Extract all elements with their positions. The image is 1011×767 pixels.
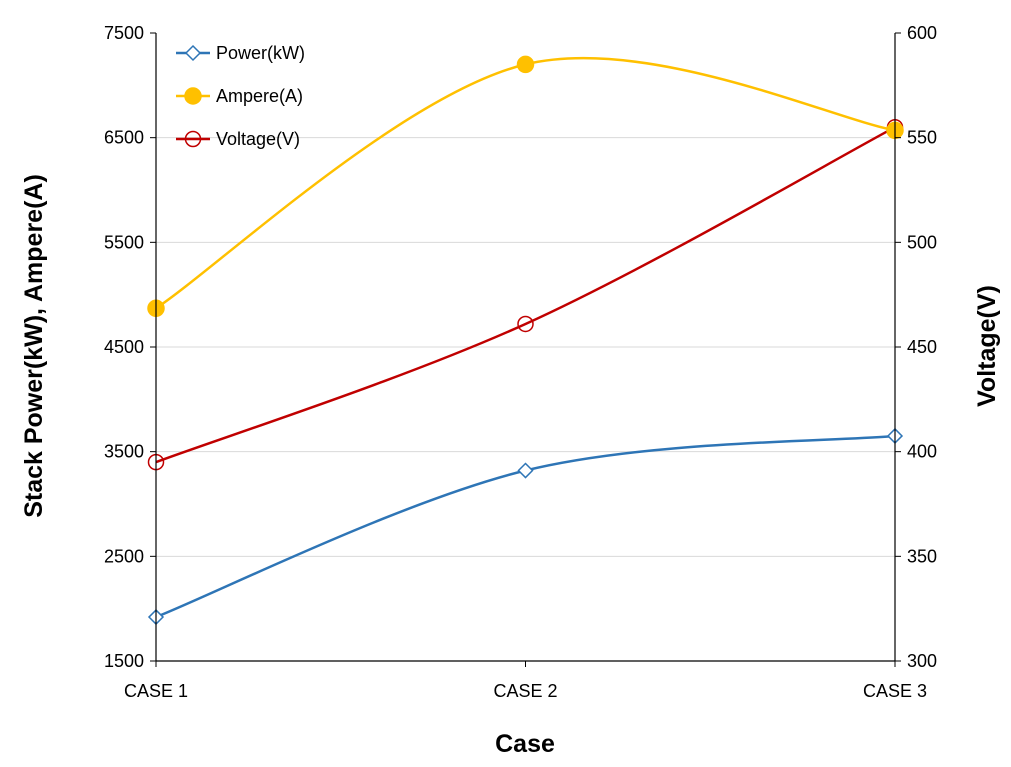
x-axis-ticks: CASE 1 CASE 2 CASE 3 bbox=[124, 661, 927, 701]
legend-power-label: Power(kW) bbox=[216, 43, 305, 63]
right-axis-ticks: 300 350 400 450 500 550 600 bbox=[895, 23, 937, 671]
voltage-line bbox=[155, 126, 896, 464]
left-axis-title: Stack Power(kW), Ampere(A) bbox=[20, 174, 48, 518]
ampere-point bbox=[516, 55, 535, 74]
x-tick-label: CASE 1 bbox=[124, 681, 188, 701]
left-tick-label: 1500 bbox=[104, 651, 144, 671]
right-tick-label: 450 bbox=[907, 337, 937, 357]
x-tick-label: CASE 2 bbox=[493, 681, 557, 701]
legend-ampere-marker bbox=[184, 87, 202, 105]
right-tick-label: 300 bbox=[907, 651, 937, 671]
left-tick-label: 7500 bbox=[104, 23, 144, 43]
right-axis-title: Voltage(V) bbox=[973, 285, 1001, 407]
x-tick-label: CASE 3 bbox=[863, 681, 927, 701]
voltage-point bbox=[517, 315, 534, 333]
left-tick-label: 2500 bbox=[104, 546, 144, 566]
left-tick-label: 4500 bbox=[104, 337, 144, 357]
legend-ampere-label: Ampere(A) bbox=[216, 86, 303, 106]
legend: Power(kW) Ampere(A) Voltage(V) bbox=[176, 43, 305, 149]
left-tick-label: 3500 bbox=[104, 442, 144, 462]
left-axis-ticks: 1500 2500 3500 4500 5500 6500 7500 bbox=[104, 23, 156, 671]
right-tick-label: 600 bbox=[907, 23, 937, 43]
x-axis-title: Case bbox=[495, 730, 555, 758]
left-tick-label: 6500 bbox=[104, 128, 144, 148]
right-tick-label: 400 bbox=[907, 442, 937, 462]
right-tick-label: 500 bbox=[907, 232, 937, 252]
power-point bbox=[517, 462, 534, 479]
legend-power-marker bbox=[184, 44, 202, 62]
left-tick-label: 5500 bbox=[104, 232, 144, 252]
right-tick-label: 550 bbox=[907, 128, 937, 148]
legend-voltage-marker bbox=[184, 130, 202, 148]
legend-voltage-label: Voltage(V) bbox=[216, 129, 300, 149]
right-tick-label: 350 bbox=[907, 546, 937, 566]
gridlines bbox=[156, 137, 895, 557]
